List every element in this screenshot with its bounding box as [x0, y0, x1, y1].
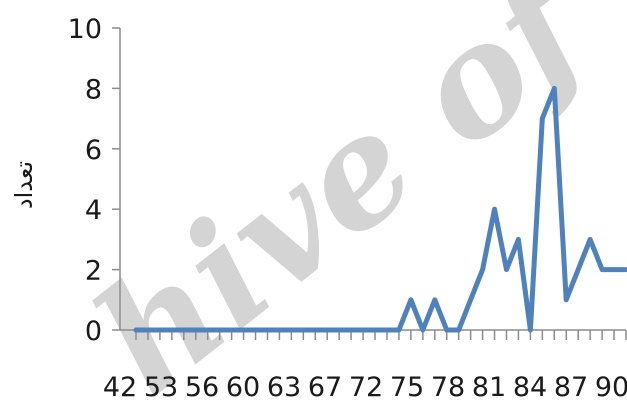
x-tick-label: 63	[267, 372, 301, 403]
y-tick-label: 6	[85, 135, 102, 166]
data-point	[540, 116, 545, 121]
data-point	[600, 267, 605, 272]
data-point	[420, 328, 425, 333]
x-tick-label: 72	[349, 372, 383, 403]
x-tick-label: 90	[595, 372, 627, 403]
y-tick-label: 4	[85, 195, 102, 226]
x-tick-label: 53	[144, 372, 178, 403]
x-tick-label: 42	[103, 372, 137, 403]
data-point	[277, 328, 282, 333]
data-point	[325, 328, 330, 333]
data-point	[612, 267, 617, 272]
data-point	[265, 328, 270, 333]
data-point	[193, 328, 198, 333]
data-point	[289, 328, 294, 333]
data-point	[337, 328, 342, 333]
data-point	[145, 328, 150, 333]
data-point	[205, 328, 210, 333]
data-point	[480, 267, 485, 272]
x-tick-label: 78	[431, 372, 465, 403]
x-tick-label: 60	[226, 372, 260, 403]
x-tick-label: 67	[308, 372, 342, 403]
data-point	[444, 328, 449, 333]
data-point	[528, 328, 533, 333]
x-tick-label: 87	[554, 372, 588, 403]
data-point	[181, 328, 186, 333]
y-axis-title: تعداد	[10, 161, 38, 209]
data-point	[432, 297, 437, 302]
data-point	[588, 237, 593, 242]
data-point	[576, 267, 581, 272]
watermark-text: hive of S	[64, 0, 627, 407]
data-point	[361, 328, 366, 333]
data-point	[241, 328, 246, 333]
data-point	[217, 328, 222, 333]
data-point	[564, 297, 569, 302]
data-point	[456, 328, 461, 333]
data-point	[516, 237, 521, 242]
data-point	[157, 328, 162, 333]
y-tick-label: 2	[85, 256, 102, 287]
x-tick-label: 75	[390, 372, 424, 403]
data-point	[552, 86, 557, 91]
x-tick-label: 81	[472, 372, 506, 403]
data-point	[169, 328, 174, 333]
data-point	[408, 297, 413, 302]
x-tick-label: 56	[185, 372, 219, 403]
data-point	[229, 328, 234, 333]
data-point	[384, 328, 389, 333]
data-point	[468, 297, 473, 302]
data-point	[504, 267, 509, 272]
data-point	[349, 328, 354, 333]
x-tick-label: 84	[513, 372, 547, 403]
data-point	[313, 328, 318, 333]
data-point	[373, 328, 378, 333]
y-tick-label: 10	[68, 14, 102, 45]
data-point	[301, 328, 306, 333]
watermark-layer: hive of S	[64, 0, 627, 407]
data-point	[492, 207, 497, 212]
y-tick-label: 8	[85, 74, 102, 105]
y-tick-label: 0	[85, 316, 102, 347]
data-point	[253, 328, 258, 333]
data-point	[396, 328, 401, 333]
data-point	[134, 328, 139, 333]
